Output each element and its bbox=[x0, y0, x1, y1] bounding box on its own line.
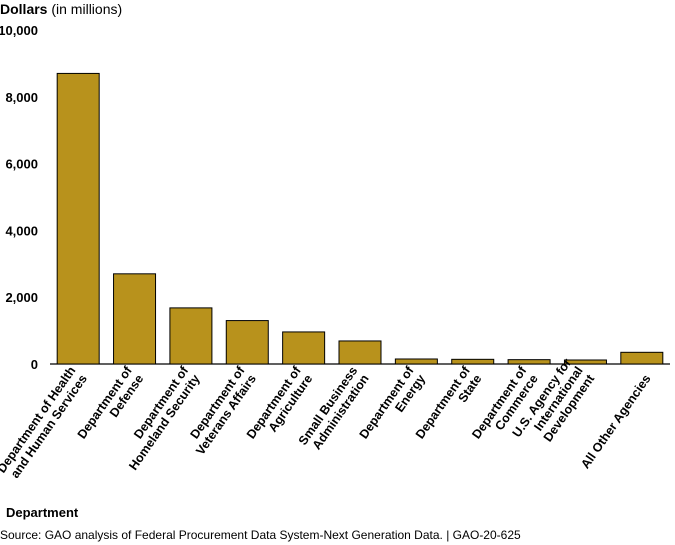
y-tick-label: 2,000 bbox=[5, 290, 38, 305]
y-axis-title-units: (in millions) bbox=[51, 1, 123, 17]
y-tick-label: 8,000 bbox=[5, 90, 38, 105]
bar bbox=[507, 359, 551, 365]
bar bbox=[394, 358, 438, 365]
bar bbox=[56, 72, 100, 365]
x-tick-label-line: Department of Health bbox=[0, 364, 78, 476]
bar bbox=[282, 331, 326, 365]
bar bbox=[338, 340, 382, 365]
bar bbox=[225, 320, 269, 365]
bar bbox=[113, 273, 157, 365]
source-note: Source: GAO analysis of Federal Procurem… bbox=[0, 528, 521, 542]
bar bbox=[451, 358, 495, 365]
bar bbox=[563, 359, 607, 365]
y-tick-label: 6,000 bbox=[5, 157, 38, 172]
y-tick-label: 4,000 bbox=[5, 223, 38, 238]
y-tick-label: 0 bbox=[31, 357, 38, 372]
y-axis-title: Dollars (in millions) bbox=[0, 1, 122, 17]
x-axis-title: Department bbox=[6, 505, 79, 520]
y-tick-label: 10,000 bbox=[0, 23, 38, 38]
bar bbox=[620, 351, 664, 365]
y-axis-title-main: Dollars bbox=[0, 1, 48, 17]
bar bbox=[169, 307, 213, 365]
